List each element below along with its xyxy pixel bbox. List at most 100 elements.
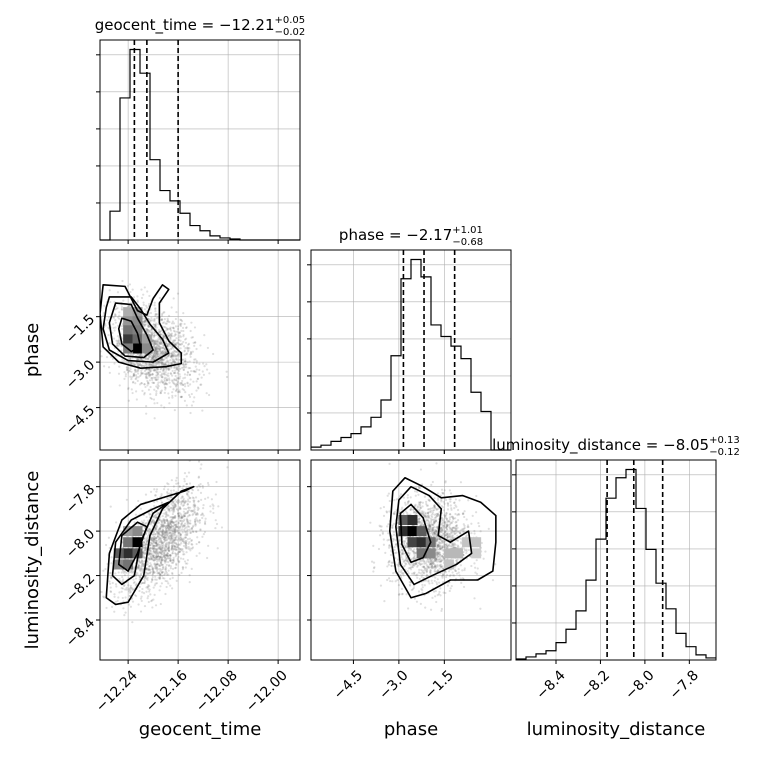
- scatter-point: [136, 379, 139, 382]
- scatter-point: [382, 543, 385, 546]
- scatter-point: [120, 306, 124, 309]
- scatter-point: [200, 383, 203, 386]
- scatter-point: [144, 522, 147, 525]
- scatter-point: [163, 556, 166, 559]
- scatter-point: [142, 293, 145, 296]
- scatter-point: [187, 506, 190, 510]
- scatter-point: [463, 549, 466, 552]
- scatter-point: [432, 535, 435, 538]
- scatter-point: [111, 357, 114, 360]
- scatter-point: [155, 541, 158, 544]
- scatter-point: [134, 574, 137, 577]
- scatter-point: [178, 485, 181, 488]
- scatter-point: [172, 541, 175, 544]
- scatter-point: [187, 509, 191, 512]
- scatter-point: [181, 362, 185, 365]
- scatter-point: [169, 372, 172, 375]
- scatter-point: [154, 545, 158, 548]
- scatter-point: [109, 571, 113, 574]
- scatter-point: [202, 373, 206, 376]
- scatter-point: [173, 360, 176, 363]
- scatter-point: [188, 581, 191, 584]
- scatter-point: [417, 590, 421, 593]
- scatter-point: [163, 383, 166, 386]
- scatter-point: [160, 363, 163, 367]
- scatter-point: [183, 373, 187, 376]
- scatter-point: [129, 586, 132, 590]
- scatter-point: [90, 307, 92, 309]
- scatter-point: [437, 536, 440, 539]
- scatter-point: [149, 521, 152, 525]
- scatter-point: [416, 576, 419, 579]
- scatter-point: [473, 532, 476, 535]
- scatter-point: [193, 370, 196, 373]
- scatter-point: [168, 525, 171, 529]
- scatter-point: [436, 513, 440, 516]
- scatter-point: [193, 506, 196, 509]
- scatter-point: [457, 545, 460, 548]
- scatter-point: [164, 382, 168, 385]
- scatter-point: [448, 524, 451, 527]
- scatter-point: [456, 513, 459, 517]
- scatter-point: [154, 347, 157, 350]
- scatter-point: [161, 547, 164, 550]
- scatter-point: [159, 585, 162, 588]
- scatter-point: [163, 383, 166, 386]
- scatter-point: [174, 525, 178, 528]
- scatter-point: [153, 516, 157, 519]
- scatter-point: [164, 363, 167, 366]
- scatter-point: [416, 564, 420, 567]
- scatter-point: [155, 544, 158, 547]
- scatter-point: [158, 331, 161, 334]
- scatter-point: [156, 532, 159, 535]
- scatter-point: [151, 519, 154, 522]
- scatter-point: [179, 395, 182, 398]
- scatter-point: [445, 575, 448, 579]
- scatter-point: [165, 536, 168, 539]
- scatter-point: [156, 500, 159, 503]
- scatter-point: [135, 582, 138, 585]
- scatter-point: [188, 373, 191, 376]
- scatter-point: [150, 579, 154, 582]
- scatter-point: [188, 373, 192, 376]
- scatter-point: [165, 533, 168, 536]
- scatter-point: [151, 547, 154, 550]
- scatter-point: [175, 368, 179, 371]
- scatter-point: [180, 381, 183, 385]
- scatter-point: [152, 323, 155, 326]
- scatter-point: [183, 502, 186, 505]
- scatter-point: [170, 354, 173, 358]
- scatter-point: [146, 563, 149, 566]
- scatter-point: [160, 571, 164, 575]
- scatter-point: [407, 567, 410, 570]
- scatter-point: [446, 523, 449, 526]
- scatter-point: [153, 550, 156, 554]
- scatter-point: [377, 547, 381, 551]
- scatter-point: [143, 383, 146, 386]
- scatter-point: [156, 362, 159, 365]
- scatter-point: [180, 516, 183, 519]
- scatter-point: [143, 541, 146, 545]
- scatter-point: [153, 350, 157, 353]
- scatter-point: [181, 547, 184, 551]
- scatter-point: [174, 354, 177, 357]
- scatter-point: [144, 548, 147, 551]
- scatter-point: [154, 551, 157, 554]
- scatter-point: [118, 577, 121, 581]
- scatter-point: [165, 342, 168, 346]
- scatter-point: [169, 496, 173, 499]
- scatter-point: [177, 514, 180, 517]
- scatter-point: [186, 510, 189, 513]
- scatter-point: [139, 353, 142, 356]
- scatter-point: [182, 335, 185, 338]
- scatter-point: [395, 543, 398, 546]
- scatter-point: [163, 380, 166, 383]
- scatter-point: [127, 369, 131, 372]
- scatter-point: [152, 556, 156, 559]
- scatter-point: [156, 340, 159, 343]
- scatter-point: [446, 534, 450, 537]
- scatter-point: [433, 532, 437, 535]
- scatter-point: [459, 564, 462, 567]
- scatter-point: [451, 536, 454, 539]
- scatter-point: [117, 571, 120, 574]
